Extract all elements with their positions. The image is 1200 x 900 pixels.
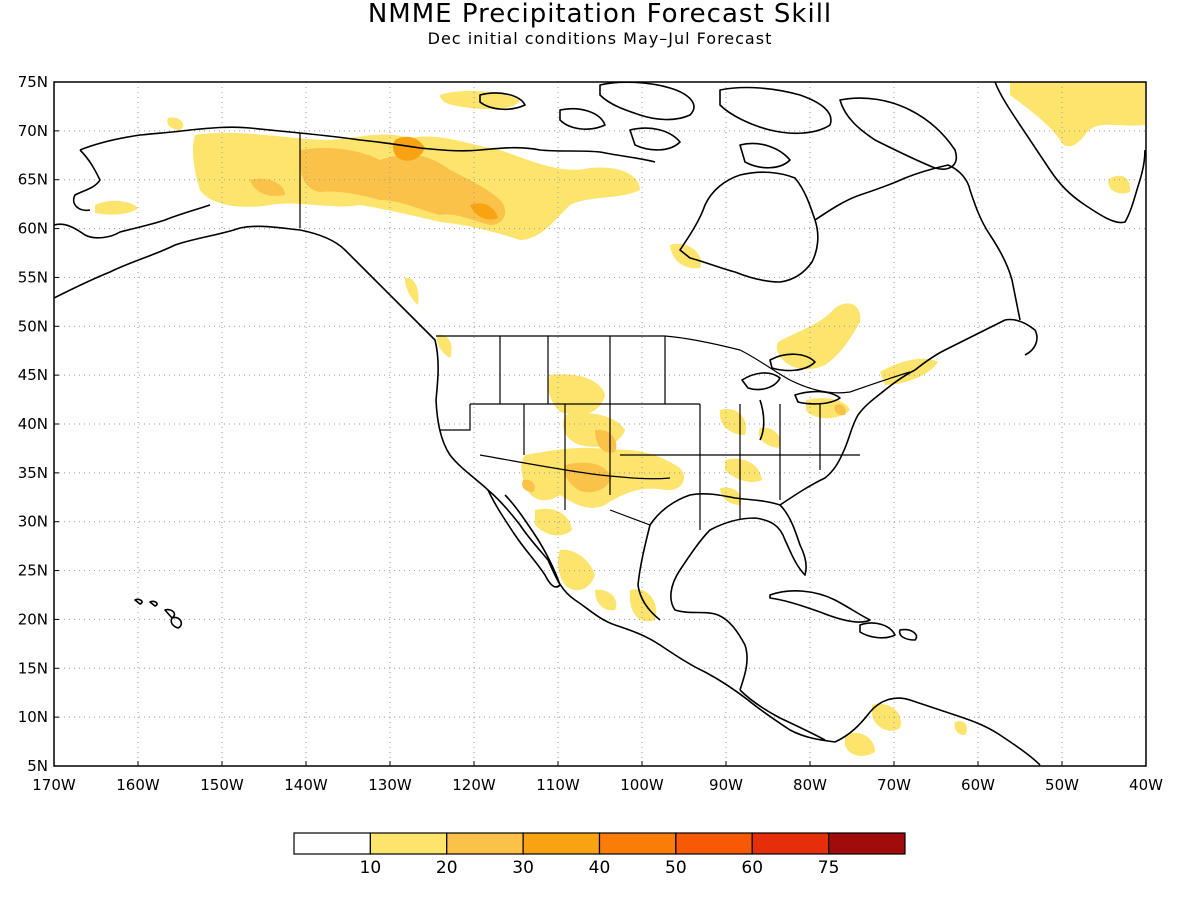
lon-tick-label: 100W <box>620 776 664 794</box>
colorbar: 10 20 30 40 50 60 75 <box>293 832 906 878</box>
map-plot-area <box>54 82 1146 766</box>
colorbar-swatch <box>522 832 601 855</box>
lon-tick-label: 120W <box>452 776 496 794</box>
colorbar-swatch <box>446 832 524 855</box>
colorbar-label: 20 <box>436 858 458 878</box>
lat-tick-label: 25N <box>18 562 48 580</box>
longitude-axis: 170W 160W 150W 140W 130W 120W 110W 100W 90W 80W 70… <box>32 761 1163 794</box>
colorbar-label: 40 <box>589 858 611 878</box>
colorbar-label: 75 <box>818 858 840 878</box>
map-subtitle: Dec initial conditions May–Jul Forecast <box>428 29 773 48</box>
colorbar-swatch <box>675 832 753 855</box>
lat-tick-label: 70N <box>18 122 48 140</box>
lat-tick-label: 15N <box>18 659 48 677</box>
lat-tick-label: 55N <box>18 268 48 286</box>
lon-tick-label: 130W <box>368 776 412 794</box>
lon-tick-label: 40W <box>1129 776 1163 794</box>
lat-tick-label: 65N <box>18 171 48 189</box>
lat-tick-label: 30N <box>18 513 48 531</box>
colorbar-swatch <box>369 832 448 855</box>
lat-tick-label: 45N <box>18 366 48 384</box>
lon-tick-label: 90W <box>709 776 743 794</box>
skill-shading-20-30 <box>250 148 846 493</box>
colorbar-swatch <box>598 832 677 855</box>
lon-tick-label: 70W <box>877 776 911 794</box>
colorbar-label: 10 <box>360 858 382 878</box>
colorbar-swatch <box>293 832 371 855</box>
colorbar-swatch <box>751 832 830 855</box>
lat-tick-label: 10N <box>18 708 48 726</box>
lat-tick-label: 50N <box>18 317 48 335</box>
colorbar-label: 30 <box>512 858 534 878</box>
lat-tick-label: 20N <box>18 610 48 628</box>
lat-tick-label: 5N <box>27 757 48 775</box>
latitude-axis: 5N 10N 15N 20N 25N 30N 35N 40N 45N 50N 55N 60N 65N 70… <box>18 73 59 775</box>
lon-tick-label: 140W <box>284 776 328 794</box>
lat-tick-label: 75N <box>18 73 48 91</box>
colorbar-label: 50 <box>665 858 687 878</box>
lon-tick-label: 150W <box>200 776 244 794</box>
map-title: NMME Precipitation Forecast Skill <box>368 0 832 29</box>
skill-shading-30-40 <box>393 136 498 220</box>
colorbar-swatch <box>828 832 906 855</box>
lon-tick-label: 160W <box>116 776 160 794</box>
map-grid <box>54 82 1146 766</box>
colorbar-label: 60 <box>741 858 763 878</box>
lon-tick-label: 60W <box>961 776 995 794</box>
lat-tick-label: 40N <box>18 415 48 433</box>
political-borders <box>436 335 911 530</box>
lat-tick-label: 60N <box>18 220 48 238</box>
coastlines <box>54 82 1146 766</box>
lon-tick-label: 50W <box>1045 776 1079 794</box>
lat-tick-label: 35N <box>18 464 48 482</box>
lon-tick-label: 170W <box>32 776 76 794</box>
lon-tick-label: 80W <box>793 776 827 794</box>
lon-tick-label: 110W <box>536 776 580 794</box>
